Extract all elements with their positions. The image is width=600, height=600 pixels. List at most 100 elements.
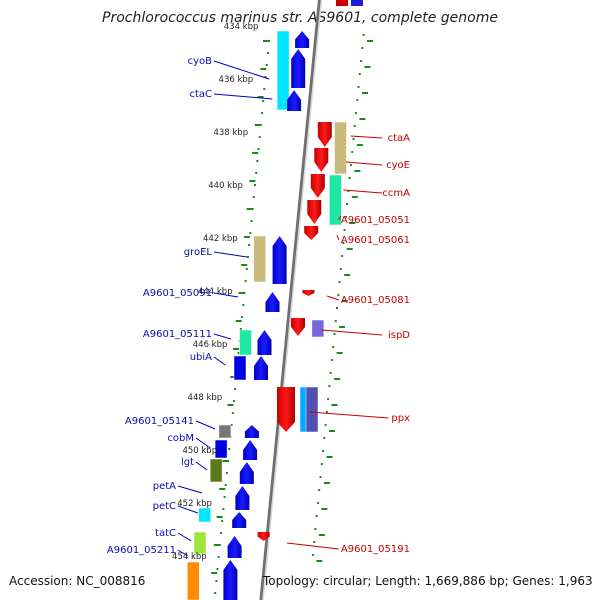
reverse-gene-arrow — [277, 387, 295, 432]
gene-label-forward: A9601_05091 — [143, 288, 212, 299]
ruler-label: 434 kbp — [224, 22, 259, 32]
right-tick-dot — [324, 424, 327, 426]
forward-gene-arrow — [287, 90, 302, 111]
right-major-tick — [316, 560, 323, 562]
right-tick-dot — [355, 112, 357, 114]
left-major-tick — [252, 152, 259, 154]
reverse-gene-arrow — [302, 290, 315, 296]
cog-block — [311, 319, 325, 338]
left-tick-dot — [247, 256, 249, 258]
left-tick-dot — [263, 88, 266, 90]
leader-line — [177, 485, 203, 494]
reverse-gene-arrow — [257, 532, 270, 541]
right-tick-dot — [325, 411, 328, 413]
cog-block — [233, 355, 247, 381]
right-major-tick — [323, 482, 330, 484]
forward-gene-arrow — [232, 512, 247, 528]
right-major-tick — [334, 378, 341, 380]
left-tick-dot — [228, 448, 231, 450]
leader-line — [309, 411, 389, 419]
left-tick-dot — [264, 76, 267, 78]
right-major-tick — [351, 196, 358, 198]
right-tick-dot — [323, 437, 326, 439]
left-major-tick — [216, 516, 223, 518]
right-major-tick — [318, 534, 325, 536]
forward-gene-arrow — [257, 330, 272, 355]
right-major-tick — [362, 92, 368, 94]
leader-line — [213, 60, 270, 80]
gene-label-forward: cobM — [167, 433, 194, 444]
left-major-tick — [235, 320, 242, 322]
cog-block — [334, 121, 347, 175]
leader-line — [321, 329, 383, 336]
left-tick-dot — [239, 328, 242, 330]
right-tick-dot — [346, 203, 349, 205]
left-tick-dot — [230, 424, 233, 426]
right-tick-dot — [313, 541, 316, 543]
gene-label-forward: A9601_05111 — [143, 329, 212, 340]
cog-block — [193, 531, 207, 555]
left-tick-dot — [225, 472, 228, 474]
gene-label-forward: ctaC — [189, 89, 212, 100]
right-tick-dot — [362, 34, 365, 36]
gene-label-forward: groEL — [184, 247, 213, 258]
cog-block — [209, 458, 223, 483]
leader-line — [213, 93, 273, 100]
left-tick-dot — [254, 184, 256, 186]
gene-label-reverse: A9601_05191 — [341, 544, 410, 555]
right-tick-dot — [338, 281, 341, 283]
right-major-tick — [364, 66, 371, 68]
right-tick-dot — [339, 268, 342, 270]
right-tick-dot — [348, 177, 351, 179]
gene-label-forward: cyoB — [188, 56, 213, 67]
ruler-label: 438 kbp — [213, 128, 248, 138]
leader-line — [177, 532, 192, 542]
gene-label-forward: lgt — [181, 457, 194, 468]
gene-label-forward: tatC — [155, 528, 176, 539]
left-major-tick — [249, 180, 256, 182]
ruler-label: 452 kbp — [177, 499, 212, 509]
left-tick-dot — [258, 136, 261, 138]
forward-gene-arrow — [295, 31, 310, 48]
left-tick-dot — [248, 244, 251, 246]
left-tick-dot — [237, 352, 240, 354]
right-major-tick — [326, 456, 333, 458]
left-major-tick — [230, 376, 237, 378]
right-tick-dot — [315, 515, 318, 517]
leader-line — [213, 251, 247, 258]
right-major-tick — [341, 300, 348, 302]
leader-line — [213, 292, 239, 298]
left-major-tick — [243, 236, 250, 238]
left-tick-dot — [232, 400, 235, 402]
right-tick-dot — [353, 125, 356, 127]
left-major-tick — [260, 68, 267, 70]
right-major-tick — [349, 222, 356, 224]
cog-block — [253, 235, 266, 283]
ruler-label: 454 kbp — [172, 552, 207, 562]
gene-label-reverse: A9601_05051 — [341, 215, 410, 226]
right-tick-dot — [344, 216, 347, 218]
left-tick-dot — [241, 316, 244, 318]
left-major-tick — [211, 572, 218, 574]
gene-label-reverse: A9601_05081 — [341, 295, 410, 306]
left-tick-dot — [245, 268, 248, 270]
cog-block — [239, 329, 252, 356]
right-major-tick — [344, 274, 351, 276]
gene-label-reverse: A9601_05061 — [341, 235, 410, 246]
reverse-gene-labels: ctaA cyoE ccmA A9601_05051 A9601_05061 A9601_… — [286, 133, 410, 555]
right-tick-dot — [319, 476, 322, 478]
right-tick-dot — [318, 489, 321, 491]
right-tick-dot — [360, 60, 363, 62]
right-tick-dot — [351, 151, 354, 153]
kbp-ruler: 434 kbp 436 kbp 438 kbp 440 kbp 442 kbp 444 k… — [172, 22, 258, 562]
ruler-label: 436 kbp — [219, 75, 254, 85]
left-tick-dot — [250, 220, 253, 222]
right-major-tick — [367, 40, 373, 42]
left-tick-dot — [266, 52, 269, 54]
left-tick-dot — [216, 568, 219, 570]
ruler-label: 442 kbp — [203, 234, 238, 244]
backbone-highlight — [262, 0, 323, 600]
gene-label-forward: A9601_05141 — [125, 416, 194, 427]
right-tick-dot — [357, 86, 360, 88]
reverse-gene-arrow — [304, 226, 319, 240]
